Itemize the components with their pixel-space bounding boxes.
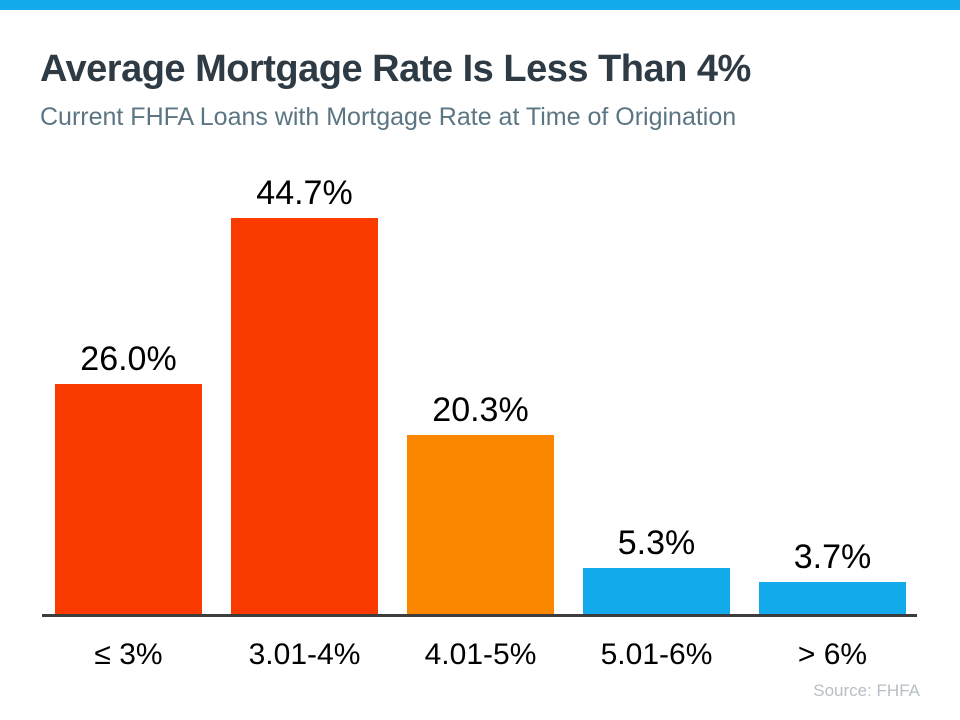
x-axis-line <box>42 614 917 617</box>
bar-value-label: 26.0% <box>80 340 177 378</box>
bar-value-label: 5.3% <box>617 524 696 562</box>
bar <box>231 218 378 615</box>
bar-column: 5.3% <box>583 526 730 615</box>
chart-title: Average Mortgage Rate Is Less Than 4% <box>40 48 751 90</box>
bar-value-label: 44.7% <box>256 174 353 212</box>
x-axis-labels-row: ≤ 3% 3.01-4% 4.01-5% 5.01-6% > 6% <box>55 638 906 672</box>
bar-chart: 26.0% 44.7% 20.3% 5.3% 3.7% <box>55 135 906 615</box>
bar-value-label: 20.3% <box>432 391 529 429</box>
bar <box>583 568 730 615</box>
top-accent-bar <box>0 0 960 10</box>
source-attribution: Source: FHFA <box>813 681 920 700</box>
bar <box>55 384 202 615</box>
bar-value-label: 3.7% <box>793 538 872 576</box>
x-axis-label: ≤ 3% <box>94 638 163 671</box>
bar-column: 20.3% <box>407 393 554 615</box>
bar-column: 26.0% <box>55 342 202 615</box>
x-axis-label: 5.01-6% <box>600 638 713 671</box>
x-axis-label: > 6% <box>797 638 868 671</box>
bar-column: 3.7% <box>759 540 906 615</box>
bar <box>759 582 906 615</box>
x-axis-label: 3.01-4% <box>248 638 361 671</box>
x-axis-label: 4.01-5% <box>424 638 537 671</box>
bar <box>407 435 554 615</box>
bar-column: 44.7% <box>231 176 378 615</box>
chart-subtitle: Current FHFA Loans with Mortgage Rate at… <box>40 103 737 131</box>
